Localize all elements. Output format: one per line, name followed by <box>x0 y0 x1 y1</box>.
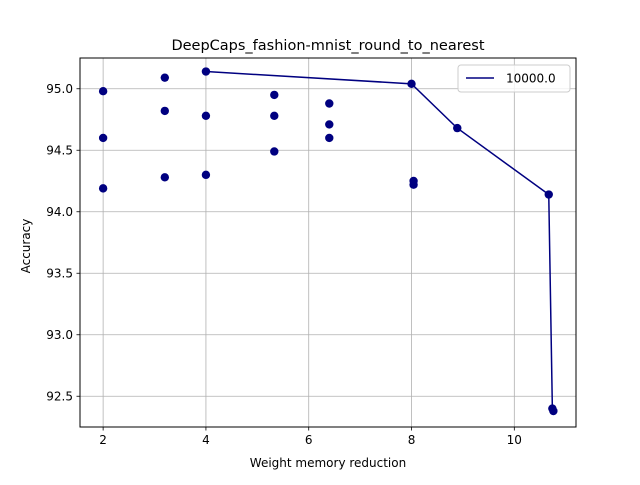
y-tick-label: 92.5 <box>46 389 73 403</box>
scatter-point <box>325 120 334 129</box>
scatter-point <box>325 99 334 108</box>
y-tick-label: 94.5 <box>46 143 73 157</box>
scatter-point <box>325 133 334 143</box>
scatter-point <box>160 73 170 82</box>
scatter-point <box>201 170 211 180</box>
scatter-point <box>549 406 558 416</box>
scatter-point <box>201 67 211 76</box>
y-tick-label: 93.0 <box>46 328 73 342</box>
x-axis-label: Weight memory reduction <box>250 456 406 470</box>
scatter-point <box>544 190 553 199</box>
y-axis-label: Accuracy <box>19 219 33 274</box>
scatter-point <box>98 133 108 143</box>
scatter-point <box>160 173 170 182</box>
scatter-point <box>270 147 279 156</box>
scatter-point <box>160 106 170 116</box>
x-tick-label: 6 <box>305 433 313 447</box>
legend: 10000.0 <box>457 64 571 93</box>
y-tick-label: 93.5 <box>46 266 73 280</box>
legend-box <box>457 64 571 93</box>
x-tick-label: 10 <box>507 433 522 447</box>
scatter-point <box>270 90 279 100</box>
y-tick-label: 94.0 <box>46 205 73 219</box>
scatter-point <box>98 87 108 96</box>
x-tick-label: 8 <box>408 433 416 447</box>
legend-label: 10000.0 <box>506 72 556 86</box>
scatter-point <box>409 180 418 189</box>
plot-area-frame <box>79 57 577 428</box>
scatter-point <box>270 111 279 121</box>
scatter-point <box>407 79 416 89</box>
x-tick-label: 2 <box>99 433 107 447</box>
points-layer <box>98 67 558 416</box>
scatter-point <box>201 111 211 121</box>
scatter-point <box>98 184 108 193</box>
y-tick-label: 95.0 <box>46 82 73 96</box>
ticks-layer: 2 4 6 8 10 92.5 93.0 93.5 94.0 94.5 95.0 <box>46 82 522 447</box>
x-tick-label: 4 <box>202 433 210 447</box>
chart-title: DeepCaps_fashion-mnist_round_to_nearest <box>171 38 484 54</box>
scatter-point <box>453 123 462 133</box>
